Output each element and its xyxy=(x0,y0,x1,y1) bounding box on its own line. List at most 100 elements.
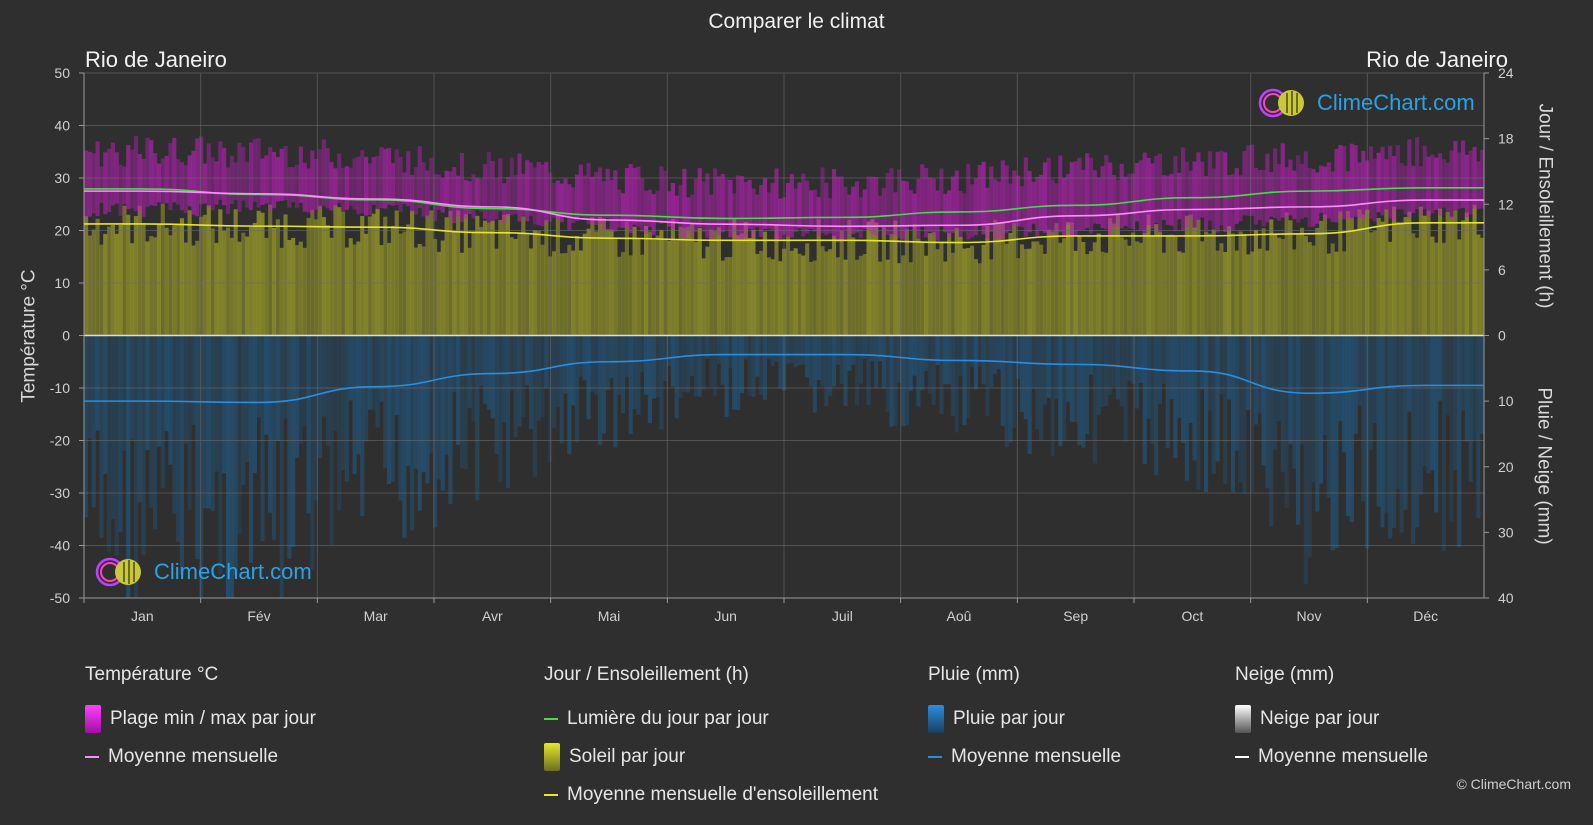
sunshine-day-bar xyxy=(1042,253,1048,336)
legend-item-temp-mean: Moyenne mensuelle xyxy=(85,738,316,776)
sunshine-day-bar xyxy=(475,215,480,336)
temp-range-day-bar xyxy=(137,154,142,211)
temp-range-day-bar xyxy=(1188,170,1193,219)
rain-day-bar xyxy=(1177,335,1182,418)
temp-range-day-bar xyxy=(1280,143,1285,218)
temp-range-day-bar xyxy=(448,171,453,218)
temp-range-day-bar xyxy=(1273,148,1278,219)
sunshine-day-bar xyxy=(977,263,982,336)
rain-day-bar xyxy=(532,335,537,477)
temp-range-day-bar xyxy=(705,173,710,238)
sunshine-day-bar xyxy=(912,223,917,336)
sunshine-day-bar xyxy=(340,211,346,336)
sunshine-day-bar xyxy=(413,247,418,336)
rain-day-bar xyxy=(1246,335,1251,411)
rain-day-bar xyxy=(1165,335,1170,448)
rain-day-bar xyxy=(268,335,273,513)
sunshine-day-bar xyxy=(1480,237,1485,336)
sunshine-day-bar xyxy=(425,215,430,336)
rain-day-bar xyxy=(1357,335,1362,406)
rain-day-bar xyxy=(206,335,211,509)
temp-range-day-bar xyxy=(1012,170,1017,226)
rain-day-bar xyxy=(502,335,507,423)
rain-day-bar xyxy=(739,335,745,394)
sunshine-day-bar xyxy=(1131,232,1136,336)
sunshine-day-bar xyxy=(168,235,173,336)
rain-day-bar xyxy=(655,335,660,398)
temp-range-day-bar xyxy=(1169,173,1174,226)
rain-day-bar xyxy=(697,335,702,397)
rain-day-bar xyxy=(966,335,971,418)
temp-range-day-bar xyxy=(766,192,771,229)
sunshine-day-bar xyxy=(1073,250,1078,336)
temp-range-day-bar xyxy=(479,178,484,212)
rain-day-bar xyxy=(1426,335,1431,474)
rain-day-bar xyxy=(851,335,856,365)
temp-range-day-bar xyxy=(1426,156,1431,217)
legend-item-daylight: Lumière du jour par jour xyxy=(544,700,878,738)
sunshine-day-bar xyxy=(785,236,791,336)
temp-range-day-bar xyxy=(126,144,131,210)
temp-range-day-bar xyxy=(1073,161,1078,237)
location-left: Rio de Janeiro xyxy=(85,47,227,72)
temp-range-day-bar xyxy=(736,175,741,241)
legend-item-snow: Neige par jour xyxy=(1235,700,1428,738)
sunshine-day-bar xyxy=(1257,248,1262,336)
sunshine-day-bar xyxy=(1376,217,1381,336)
sunshine-day-bar xyxy=(1437,208,1443,336)
temp-range-day-bar xyxy=(1104,155,1109,230)
temp-range-day-bar xyxy=(1215,151,1220,233)
temp-range-day-bar xyxy=(624,168,629,227)
sunshine-day-bar xyxy=(440,240,445,336)
sunshine-day-bar xyxy=(732,219,737,336)
rain-day-bar xyxy=(433,335,438,528)
rain-day-bar xyxy=(985,335,990,416)
sunshine-day-bar xyxy=(1368,232,1374,336)
temp-range-day-bar xyxy=(1403,165,1408,215)
rain-day-bar xyxy=(701,335,706,390)
sunshine-day-bar xyxy=(555,215,560,336)
temp-range-day-bar xyxy=(1250,144,1255,216)
sunshine-day-bar xyxy=(172,225,177,336)
rain-day-bar xyxy=(444,335,449,455)
temp-range-day-bar xyxy=(586,163,591,225)
temp-range-day-bar xyxy=(981,161,986,235)
temp-range-day-bar xyxy=(770,182,775,230)
sunshine-day-bar xyxy=(705,246,710,336)
temp-range-day-bar xyxy=(931,178,936,236)
temp-range-day-bar xyxy=(1008,183,1013,231)
temp-range-day-bar xyxy=(306,168,311,213)
temp-range-day-bar xyxy=(985,187,990,239)
sunshine-day-bar xyxy=(1173,236,1178,336)
sunshine-day-bar xyxy=(1188,214,1193,336)
rain-day-bar xyxy=(962,335,967,426)
sunshine-day-bar xyxy=(1154,224,1159,336)
temp-range-day-bar xyxy=(1180,147,1186,231)
sunshine-day-bar xyxy=(275,219,280,336)
temp-range-day-bar xyxy=(1004,165,1009,233)
sunshine-day-bar xyxy=(156,223,162,336)
x-tick-label: Jun xyxy=(714,608,737,624)
sunshine-day-bar xyxy=(467,247,472,336)
rain-day-bar xyxy=(248,335,254,563)
temp-range-day-bar xyxy=(1161,175,1166,220)
sunshine-day-bar xyxy=(1004,243,1009,336)
sunshine-day-bar xyxy=(632,226,637,336)
rain-day-bar xyxy=(816,335,821,381)
sunshine-day-bar xyxy=(505,213,511,336)
temp-range-day-bar xyxy=(628,164,633,234)
sunshine-day-bar xyxy=(130,243,135,336)
temp-range-day-bar xyxy=(521,173,526,216)
temp-range-day-bar xyxy=(659,166,664,224)
sunshine-day-bar xyxy=(179,218,185,336)
sunshine-day-bar xyxy=(1280,239,1285,336)
sunshine-day-bar xyxy=(1115,215,1120,336)
sunshine-day-bar xyxy=(670,218,675,336)
sunshine-day-bar xyxy=(1338,211,1343,336)
temp-range-day-bar xyxy=(1177,172,1182,220)
rain-day-bar xyxy=(797,335,802,366)
temp-range-day-bar xyxy=(1303,151,1308,218)
temp-range-day-bar xyxy=(943,193,948,233)
temp-range-day-bar xyxy=(590,176,595,223)
rain-day-bar xyxy=(306,335,311,514)
